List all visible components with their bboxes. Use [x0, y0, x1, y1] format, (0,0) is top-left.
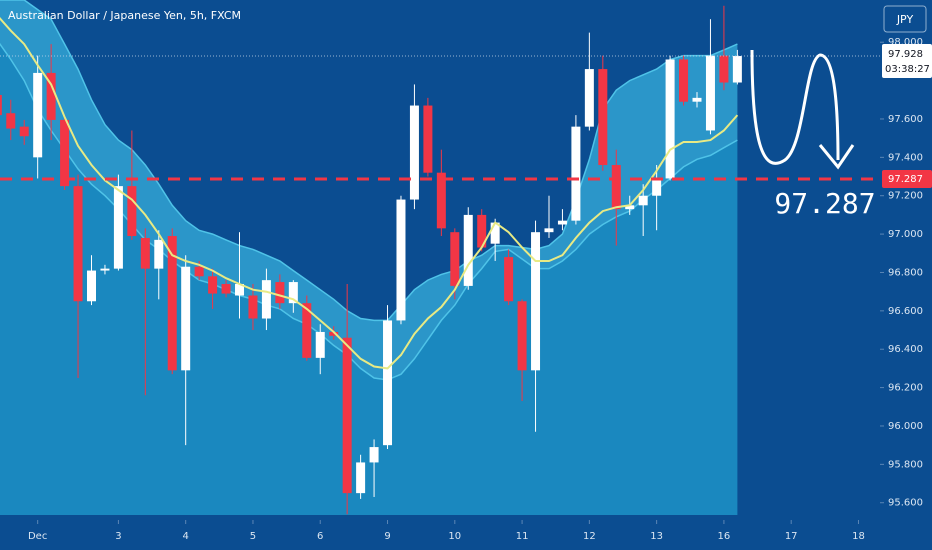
candle-body: [719, 55, 729, 83]
candle-body: [356, 462, 366, 494]
candle-body: [504, 257, 514, 302]
candle-body: [33, 72, 43, 158]
y-tick-label: 97.200: [888, 191, 923, 202]
y-tick-label: 96.200: [888, 383, 923, 394]
candle-body: [383, 320, 393, 446]
band-fill: [0, 0, 738, 380]
band-line: [0, 0, 738, 322]
candle-body: [638, 195, 648, 206]
candle-body: [531, 232, 541, 371]
y-tick-label: 96.000: [888, 421, 923, 432]
candle-body: [517, 301, 527, 371]
candle-body: [0, 94, 2, 116]
candle-body: [665, 59, 675, 179]
candle-body: [490, 222, 500, 244]
candle-body: [544, 228, 554, 233]
x-tick-label: 6: [317, 531, 323, 542]
candle-body: [611, 165, 621, 210]
candle-body: [100, 268, 110, 271]
y-tick-label: 96.600: [888, 306, 923, 317]
level-axis-label: 97.287: [888, 174, 923, 185]
currency-label[interactable]: JPY: [896, 13, 914, 26]
candle-body: [60, 119, 70, 187]
y-tick-label: 97.600: [888, 114, 923, 125]
moving-average: [0, 16, 739, 370]
x-tick-label: 13: [650, 531, 663, 542]
candle-body: [557, 220, 567, 225]
candle-body: [154, 239, 164, 269]
candle-body: [113, 186, 123, 269]
candle-body: [409, 105, 419, 200]
drawing-arrow-head: [818, 144, 855, 170]
candle-body: [127, 186, 137, 237]
candle-body: [436, 172, 446, 229]
x-tick-label: 5: [250, 531, 256, 542]
y-tick-label: 95.600: [888, 498, 923, 509]
candle-body: [46, 72, 56, 120]
last-price-label: 97.928: [888, 49, 923, 60]
candle-body: [705, 55, 715, 131]
y-tick-label: 95.800: [888, 459, 923, 470]
countdown-label: 03:38:27: [885, 64, 930, 75]
x-tick-label: 9: [384, 531, 390, 542]
candle-body: [598, 69, 608, 166]
level-annotation: 97.287: [774, 187, 875, 220]
candle-body: [235, 283, 245, 296]
candle-body: [423, 105, 433, 173]
candle-body: [369, 447, 379, 463]
candle-body: [315, 331, 325, 358]
drawing-arrow: [750, 49, 840, 165]
y-tick-label: 98.000: [888, 37, 923, 48]
candle-body: [692, 97, 702, 102]
currency-button[interactable]: [883, 5, 927, 33]
candle-body: [396, 199, 406, 321]
candle-body: [221, 283, 231, 294]
x-tick-label: Dec: [28, 531, 47, 542]
candle-body: [73, 186, 83, 302]
last-price-box: [882, 44, 932, 79]
candle-body: [584, 69, 594, 127]
y-tick-label: 97.000: [888, 229, 923, 240]
candle-body: [248, 295, 258, 319]
candle-body: [652, 178, 662, 196]
candle-body: [450, 232, 460, 286]
candle-body: [463, 214, 473, 286]
candle-body: [275, 282, 285, 304]
candle-body: [342, 337, 352, 494]
x-tick-label: 12: [583, 531, 596, 542]
candle-body: [181, 266, 191, 371]
candle-body: [732, 56, 742, 83]
candle-body: [6, 113, 16, 129]
candle-body: [208, 276, 218, 294]
y-tick-label: 96.400: [888, 344, 923, 355]
plot-area: [0, 0, 742, 515]
level-axis-box: [882, 170, 932, 189]
candle-body: [140, 237, 150, 269]
candle-body: [571, 126, 581, 221]
candle-body: [302, 303, 312, 358]
x-tick-label: 17: [785, 531, 798, 542]
x-tick-label: 3: [115, 531, 121, 542]
x-tick-label: 18: [852, 531, 865, 542]
lower-region: [0, 44, 738, 515]
x-tick-label: 10: [448, 531, 461, 542]
candle-body: [19, 126, 29, 137]
candle-body: [679, 59, 689, 102]
x-tick-label: 11: [516, 531, 529, 542]
candle-body: [329, 331, 339, 336]
candle-body: [261, 280, 271, 319]
chart-title: Australian Dollar / Japanese Yen, 5h, FX…: [8, 9, 241, 22]
x-tick-label: 4: [183, 531, 189, 542]
y-tick-label: 97.400: [888, 152, 923, 163]
candle-body: [477, 214, 487, 248]
candle-body: [167, 236, 177, 371]
x-tick-label: 16: [718, 531, 731, 542]
candle-body: [288, 282, 298, 304]
candle-body: [86, 270, 96, 302]
y-tick-label: 96.800: [888, 267, 923, 278]
candle-body: [625, 205, 635, 210]
candle-body: [194, 266, 204, 277]
